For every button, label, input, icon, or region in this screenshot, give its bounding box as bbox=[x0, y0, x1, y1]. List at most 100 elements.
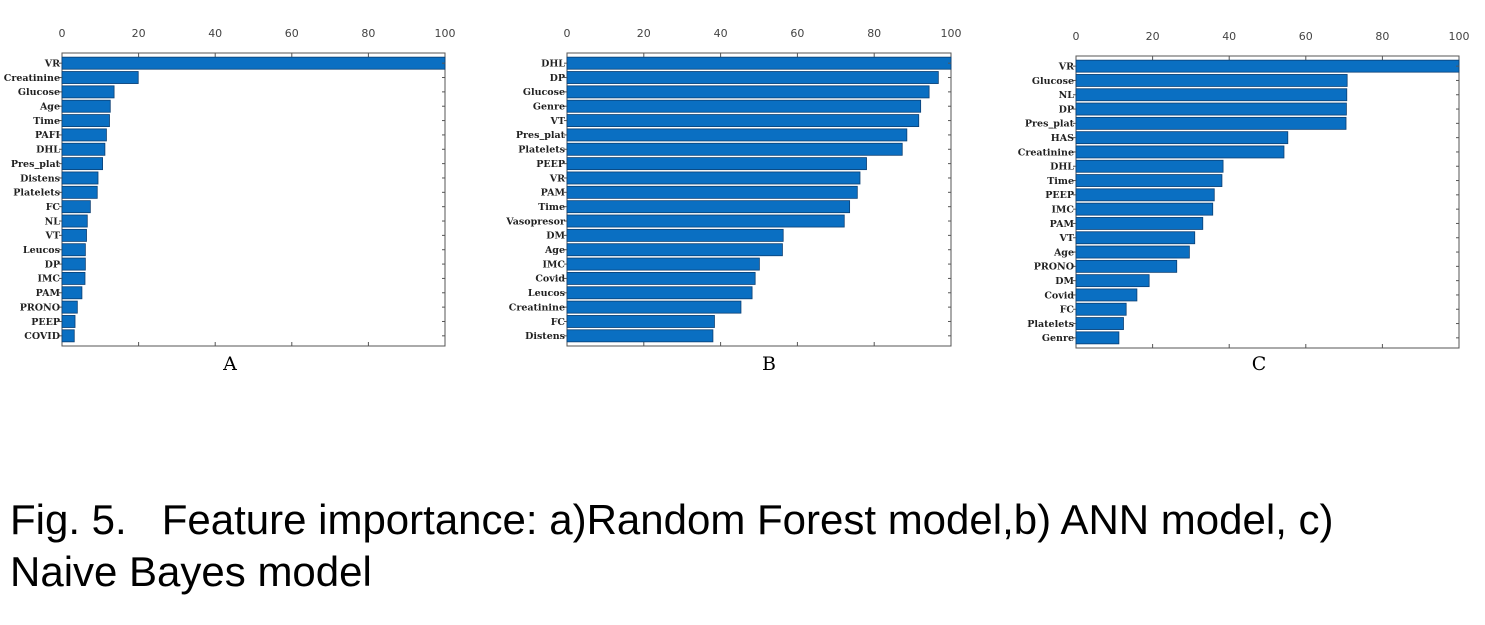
category-label: PRONO bbox=[1034, 262, 1074, 273]
category-label: VR bbox=[549, 173, 565, 184]
bar-dhl bbox=[61, 142, 106, 156]
bar-fc bbox=[61, 200, 91, 214]
category-label: PAM bbox=[1050, 219, 1075, 230]
panel-a-random-forest: 0 20 40 60 80 100 VR Creatinine Glucose Age Time PA… bbox=[4, 27, 456, 375]
bar-vt bbox=[1075, 231, 1196, 245]
category-label: DHL bbox=[1050, 162, 1074, 173]
category-label: NL bbox=[45, 216, 61, 227]
bar-vr bbox=[61, 56, 446, 70]
bar-covid bbox=[566, 271, 756, 285]
bar-dp bbox=[1075, 102, 1347, 116]
bar-peep bbox=[61, 315, 76, 328]
bar-platelets bbox=[61, 185, 98, 199]
bar-pam bbox=[566, 185, 858, 199]
bar-vr bbox=[566, 171, 861, 185]
category-label: Creatinine bbox=[4, 73, 60, 84]
panel-label: B bbox=[762, 353, 776, 375]
bar-distens bbox=[61, 171, 99, 185]
category-label: Covid bbox=[535, 274, 565, 285]
category-label: Glucose bbox=[18, 87, 60, 98]
category-label: Platelets bbox=[518, 145, 565, 156]
bar-pam bbox=[1075, 217, 1204, 230]
bar-leucos bbox=[566, 286, 753, 300]
panel-c-naive-bayes: 0 20 40 60 80 100 VR Glucose NL DP Pres_plat HAS Cre… bbox=[1018, 30, 1470, 375]
bar-dhl bbox=[1075, 159, 1224, 173]
x-tick-label: 100 bbox=[1449, 30, 1470, 43]
panel-label: C bbox=[1252, 353, 1267, 375]
bar-pres-plat bbox=[566, 128, 908, 142]
bar-dp bbox=[566, 71, 939, 84]
bar-age bbox=[566, 243, 783, 257]
bar-prono bbox=[61, 300, 78, 314]
category-label: FC bbox=[551, 317, 566, 328]
category-label: PEEP bbox=[536, 159, 565, 170]
x-tick-label: 40 bbox=[714, 27, 728, 40]
bar-age bbox=[1075, 245, 1190, 259]
category-label: Genre bbox=[533, 102, 565, 113]
bar-platelets bbox=[566, 142, 903, 156]
category-label: DHL bbox=[541, 58, 565, 69]
category-label: Creatinine bbox=[509, 302, 565, 313]
category-label: DP bbox=[550, 73, 565, 84]
category-label: IMC bbox=[37, 274, 60, 285]
bar-genre bbox=[1075, 331, 1120, 345]
category-label: DP bbox=[1059, 104, 1074, 115]
bar-glucose bbox=[61, 85, 115, 99]
bar-age bbox=[61, 99, 111, 113]
bar-vt bbox=[566, 114, 920, 128]
category-label: PAM bbox=[541, 188, 566, 199]
category-label: VT bbox=[1059, 233, 1074, 244]
plot-frame bbox=[61, 52, 446, 347]
bar-glucose bbox=[1075, 74, 1348, 87]
category-label: Age bbox=[39, 102, 60, 113]
x-tick-label: 40 bbox=[1222, 30, 1236, 43]
bar-creatinine bbox=[61, 71, 139, 84]
bar-nl bbox=[61, 214, 88, 228]
category-label: Age bbox=[1053, 247, 1074, 258]
bar-peep bbox=[566, 157, 867, 171]
bar-covid bbox=[1075, 288, 1138, 302]
category-label: DHL bbox=[36, 145, 60, 156]
bar-time bbox=[1075, 174, 1223, 187]
category-label: Age bbox=[544, 245, 565, 256]
category-label: Glucose bbox=[523, 87, 565, 98]
category-label: Platelets bbox=[13, 188, 60, 199]
category-label: FC bbox=[1060, 305, 1075, 316]
category-label: IMC bbox=[542, 259, 565, 270]
category-label: PAM bbox=[36, 288, 61, 299]
panel-label: A bbox=[222, 353, 237, 375]
category-label: VR bbox=[44, 58, 60, 69]
category-label: DP bbox=[45, 259, 60, 270]
category-label: Pres_plat bbox=[11, 159, 61, 170]
category-label: COVID bbox=[24, 331, 60, 342]
plot-frame bbox=[1075, 55, 1460, 349]
category-label: NL bbox=[1059, 90, 1075, 101]
bar-pafi bbox=[61, 128, 107, 142]
category-label: Glucose bbox=[1032, 76, 1074, 87]
bar-vasopresor bbox=[566, 214, 845, 228]
category-label: PRONO bbox=[20, 302, 60, 313]
bar-time bbox=[566, 200, 851, 214]
panel-b-ann: 0 20 40 60 80 100 DHL DP Glucose Genre VT Pres_plat… bbox=[505, 27, 961, 375]
category-label: Leucos bbox=[528, 288, 565, 299]
figure-caption: Fig. 5. Feature importance: a)Random For… bbox=[10, 496, 1334, 595]
x-tick-label: 20 bbox=[132, 27, 146, 40]
category-label: VT bbox=[550, 116, 565, 127]
bar-pres-plat bbox=[1075, 116, 1347, 130]
bar-imc bbox=[1075, 202, 1214, 216]
bar-platelets bbox=[1075, 317, 1124, 330]
bar-vt bbox=[61, 228, 87, 242]
bar-peep bbox=[1075, 188, 1215, 202]
bar-imc bbox=[566, 257, 760, 271]
bar-fc bbox=[566, 315, 715, 328]
category-label: Vasopresor bbox=[505, 216, 566, 227]
category-label: Pres_plat bbox=[1025, 119, 1075, 130]
x-tick-label: 80 bbox=[867, 27, 881, 40]
bar-prono bbox=[1075, 259, 1178, 273]
bar-pres-plat bbox=[61, 157, 103, 171]
x-tick-label: 100 bbox=[941, 27, 962, 40]
bar-genre bbox=[566, 99, 922, 113]
category-label: PAFI bbox=[35, 130, 61, 141]
category-label: DM bbox=[1055, 276, 1074, 287]
